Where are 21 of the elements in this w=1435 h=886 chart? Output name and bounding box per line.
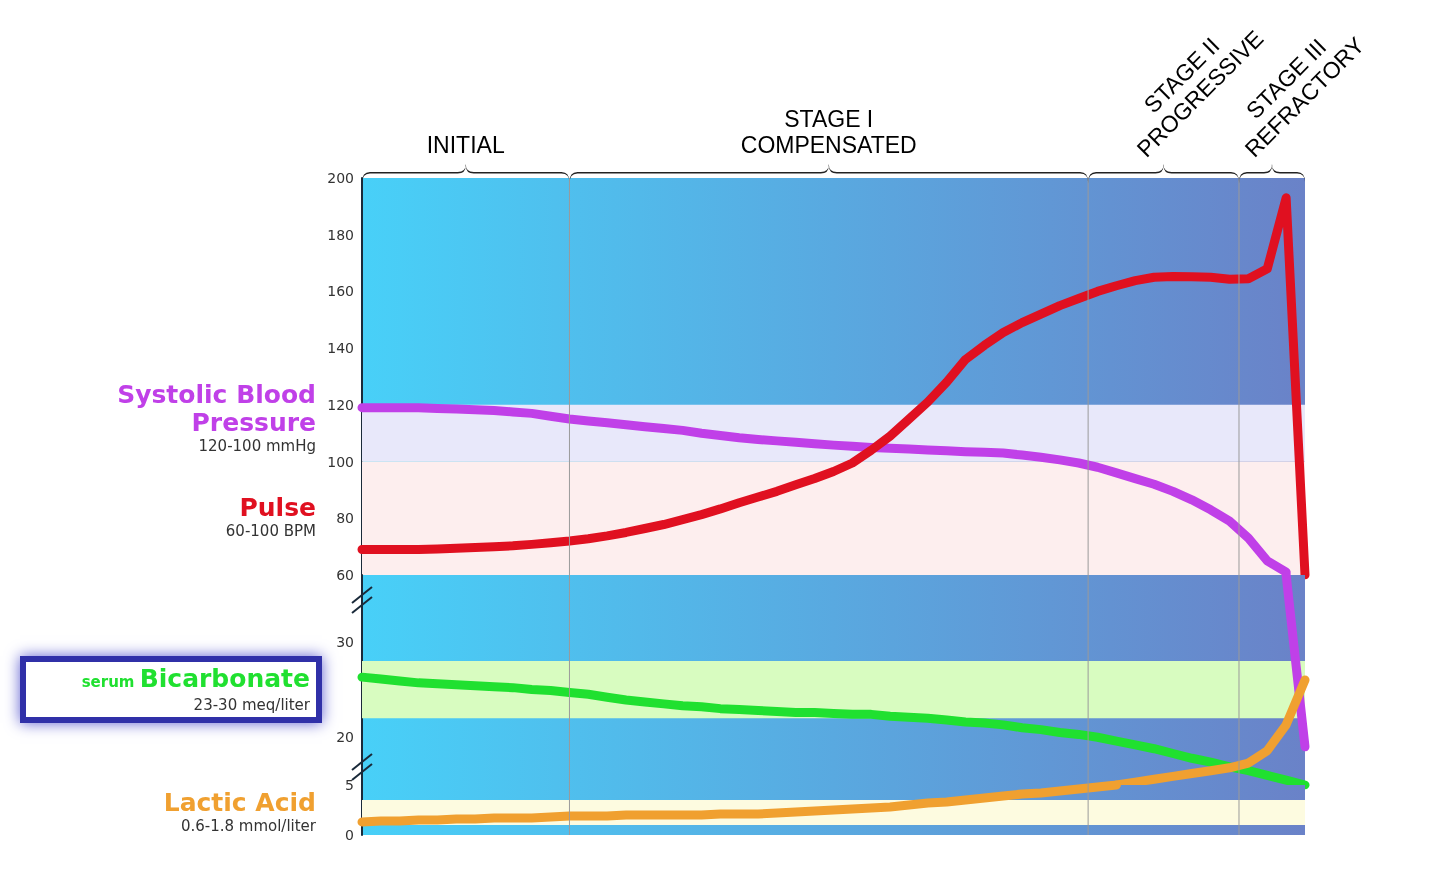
y-tick-label: 160 [327, 283, 354, 300]
text: STAGE I COMPENSATED [740, 106, 917, 158]
y-tick-label: 5 [345, 777, 354, 793]
y-tick-label: 0 [345, 827, 354, 843]
text: 60-100 BPM [224, 522, 316, 541]
y-tick-label: 60 [336, 567, 354, 583]
y-tick-label: 120 [327, 396, 354, 413]
y-tick-label: 140 [327, 340, 354, 357]
y-tick-label: 30 [336, 633, 354, 650]
y-tick-label: 20 [336, 729, 354, 746]
text: Pulse [238, 493, 316, 523]
text: 0.6-1.8 mmol/liter [179, 816, 316, 835]
series-label: Systolic Blood Pressure [116, 380, 316, 438]
y-tick-label: 100 [327, 453, 354, 470]
y-tick-label: 80 [336, 510, 354, 527]
text: INITIAL [426, 132, 505, 158]
text: 120-100 mmHg [197, 437, 316, 456]
series-label: Lactic Acid [162, 787, 316, 817]
y-tick-label: 180 [327, 226, 354, 243]
label-frame: serum Bicarbonate 23-30 meq/liter [20, 656, 322, 724]
y-tick-label: 200 [327, 170, 354, 186]
